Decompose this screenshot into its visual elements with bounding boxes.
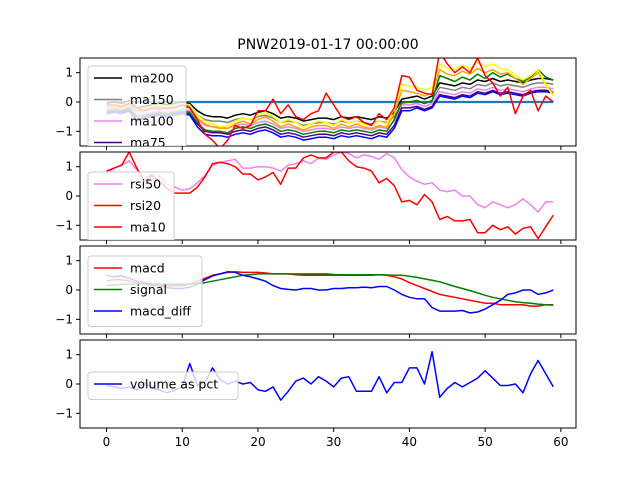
y-tick-label: −1 bbox=[55, 124, 73, 138]
legend-label: rsi20 bbox=[130, 198, 161, 213]
x-tick-label: 40 bbox=[402, 435, 417, 449]
legend-box bbox=[87, 371, 239, 400]
legend-label: rsi50 bbox=[130, 177, 161, 192]
legend-label: macd bbox=[130, 261, 165, 276]
legend: volume as pct bbox=[87, 371, 239, 400]
panel-moving_averages: −1 0 1 ma200 ma150 ma100 ma75 bbox=[55, 57, 577, 150]
legend: macd signal macd_diff bbox=[87, 255, 203, 327]
x-tick-label: 20 bbox=[250, 435, 265, 449]
legend: ma200 ma150 ma100 ma75 bbox=[87, 65, 187, 150]
y-tick-label: −1 bbox=[55, 312, 73, 326]
legend-label: ma200 bbox=[130, 71, 174, 86]
y-tick-label: 0 bbox=[65, 95, 73, 109]
series-group bbox=[106, 152, 554, 240]
y-tick-label: −1 bbox=[55, 218, 73, 232]
panel-macd: −1 0 1 macd signal macd_diff bbox=[55, 245, 577, 338]
x-tick-label: 30 bbox=[326, 435, 341, 449]
legend-label: macd_diff bbox=[130, 304, 191, 319]
legend-label: ma10 bbox=[130, 220, 166, 235]
y-tick-label: 0 bbox=[65, 377, 73, 391]
legend-label: ma150 bbox=[130, 92, 174, 107]
y-tick-label: −1 bbox=[55, 406, 73, 420]
y-tick-label: 1 bbox=[65, 160, 73, 174]
chart-title: PNW2019-01-17 00:00:00 bbox=[237, 37, 418, 53]
x-tick-label: 60 bbox=[553, 435, 568, 449]
legend-label: signal bbox=[130, 282, 167, 297]
y-tick-label: 0 bbox=[65, 189, 73, 203]
legend-box bbox=[87, 255, 203, 327]
x-tick-label: 0 bbox=[103, 435, 111, 449]
legend-label: ma75 bbox=[130, 135, 166, 150]
legend: rsi50 rsi20 ma10 bbox=[87, 171, 175, 240]
panel-rsi: −1 0 1 rsi50 rsi20 ma10 bbox=[55, 151, 577, 244]
y-tick-label: 0 bbox=[65, 283, 73, 297]
y-tick-label: 1 bbox=[65, 348, 73, 362]
legend-label: volume as pct bbox=[130, 377, 218, 392]
legend-box bbox=[87, 65, 187, 146]
legend-label: ma100 bbox=[130, 114, 174, 129]
legend-box bbox=[87, 171, 175, 240]
y-tick-label: 1 bbox=[65, 66, 73, 80]
series-line-rsi50 bbox=[106, 152, 554, 213]
x-tick-label: 10 bbox=[175, 435, 190, 449]
series-line-rsi20 bbox=[106, 152, 554, 240]
x-tick-label: 50 bbox=[477, 435, 492, 449]
y-tick-label: 1 bbox=[65, 254, 73, 268]
